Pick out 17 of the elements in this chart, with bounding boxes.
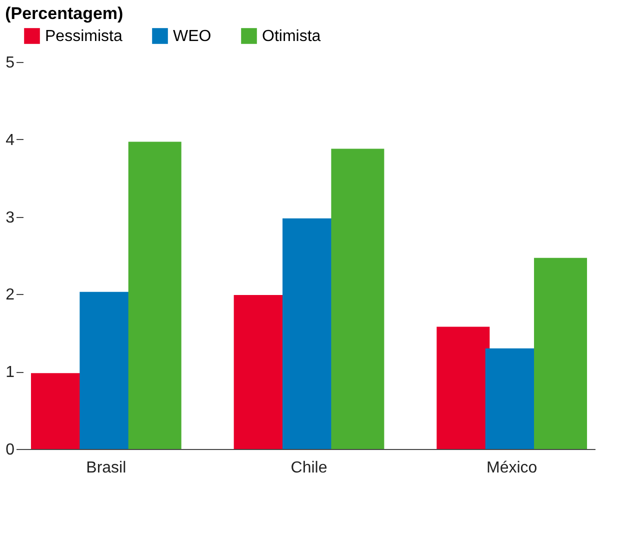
bar	[534, 258, 588, 449]
y-tick-label: 5	[6, 54, 15, 72]
legend-label: Otimista	[262, 28, 321, 45]
y-tick-label: 2	[6, 286, 15, 304]
y-tick-label: 0	[6, 442, 15, 458]
legend-label: Pessimista	[45, 28, 122, 45]
y-tick-label: 1	[6, 364, 15, 382]
y-tick-label: 4	[6, 132, 15, 149]
bar	[436, 326, 490, 449]
y-tick-label: 3	[6, 209, 15, 226]
x-tick-label: Brasil	[86, 460, 126, 476]
x-tick-label: México	[486, 460, 538, 476]
bar	[331, 148, 384, 449]
chart-title: (Percentagem)	[5, 4, 124, 23]
x-tick-label: Chile	[290, 460, 328, 476]
legend-label: WEO	[173, 28, 212, 45]
bar	[128, 142, 182, 449]
